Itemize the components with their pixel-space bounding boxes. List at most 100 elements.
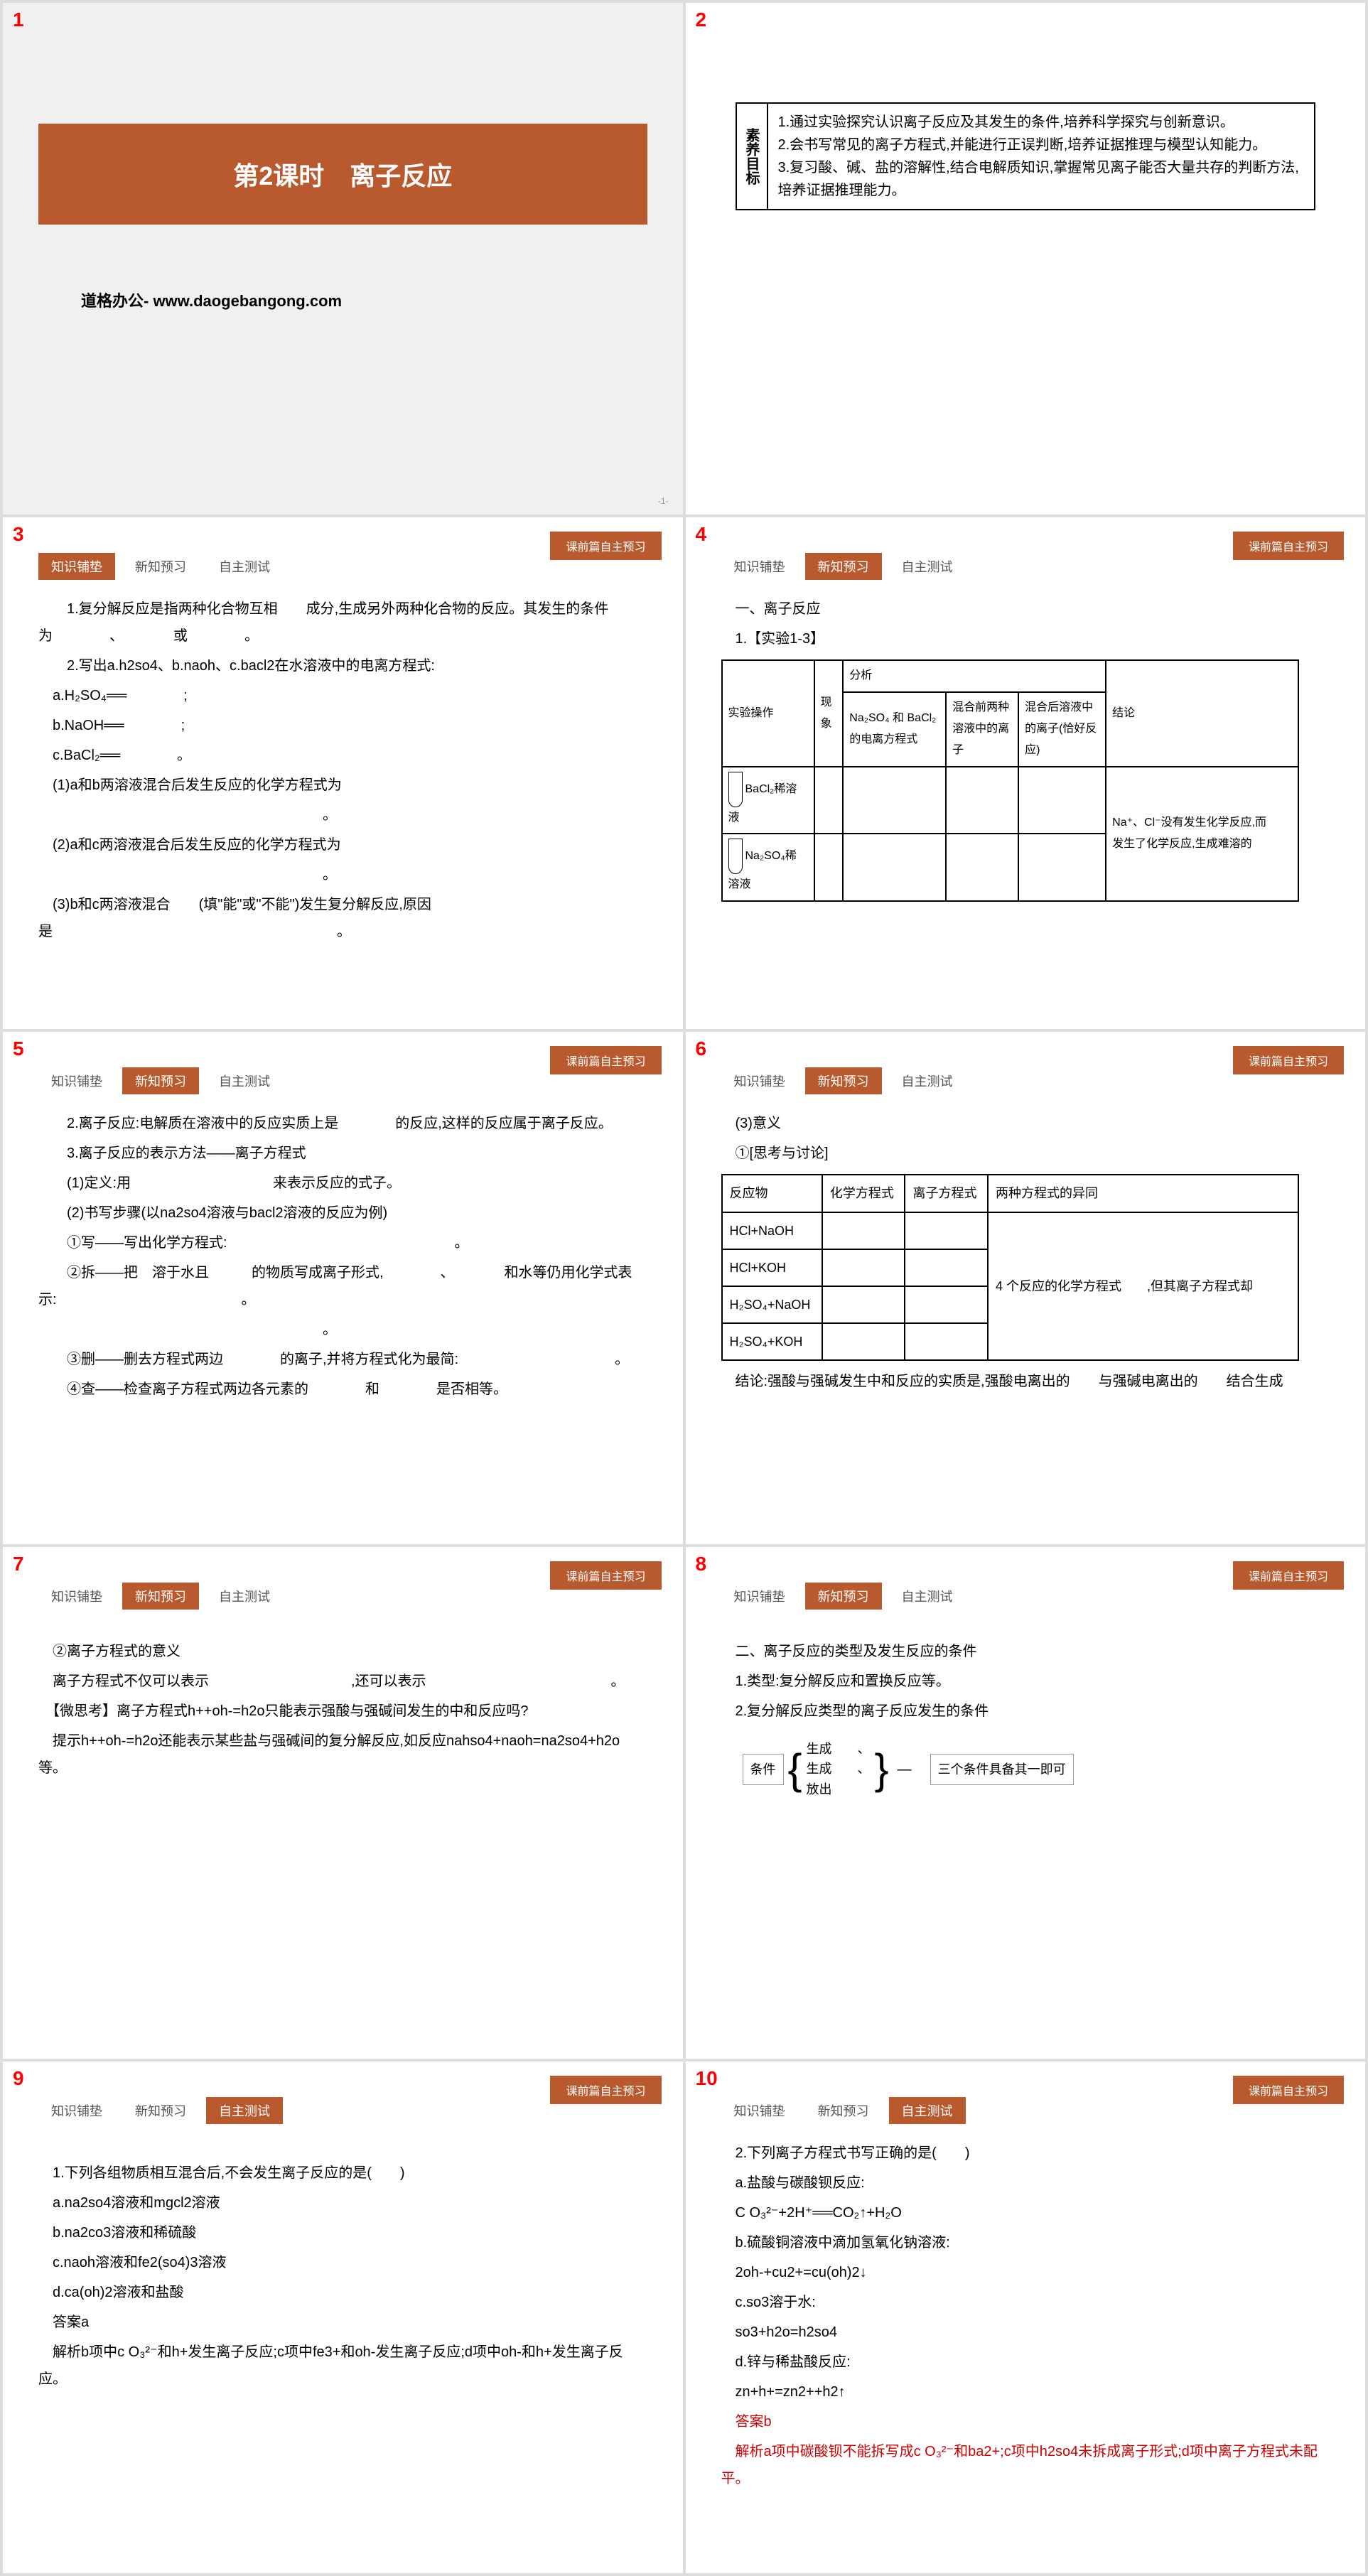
tab-selftest[interactable]: 自主测试 — [206, 2097, 283, 2124]
tab-preview[interactable]: 新知预习 — [805, 1583, 882, 1610]
section-tag: 课前篇自主预习 — [550, 532, 661, 560]
th-conclusion: 结论 — [1106, 660, 1298, 767]
tab-knowledge[interactable]: 知识铺垫 — [38, 553, 115, 580]
goal-2: 2.会书写常见的离子方程式,并能进行正误判断,培养证据推理与模型认知能力。 — [778, 134, 1305, 156]
tab-preview[interactable]: 新知预习 — [122, 2097, 199, 2124]
tab-preview[interactable]: 新知预习 — [805, 2097, 882, 2124]
slide-3: 3 课前篇自主预习 知识铺垫 新知预习 自主测试 1.复分解反应是指两种化合物互… — [3, 517, 683, 1029]
slide-number: 2 — [696, 9, 707, 31]
goal-3: 3.复习酸、碱、盐的溶解性,结合电解质知识,掌握常见离子能否大量共存的判断方法,… — [778, 156, 1305, 202]
option-c: c.so3溶于水: — [721, 2289, 1330, 2316]
row2-op: Na₂SO₄稀溶液 — [722, 834, 814, 900]
tab-knowledge[interactable]: 知识铺垫 — [721, 1583, 798, 1610]
tab-knowledge[interactable]: 知识铺垫 — [38, 1067, 115, 1094]
tab-preview[interactable]: 新知预习 — [805, 553, 882, 580]
text: 。 — [38, 1316, 647, 1343]
tab-knowledge[interactable]: 知识铺垫 — [38, 1583, 115, 1610]
cond-3: 放出 — [807, 1779, 871, 1800]
heading: ①[思考与讨论] — [721, 1140, 1330, 1167]
text: ②离子方程式的意义 — [38, 1638, 647, 1665]
option-d: d.锌与稀盐酸反应: — [721, 2349, 1330, 2376]
slide-number: 9 — [13, 2067, 24, 2090]
th: 化学方程式 — [822, 1175, 905, 1212]
explanation: 解析b项中c O₃²⁻和h+发生离子反应;c项中fe3+和oh-发生离子反应;d… — [38, 2339, 647, 2393]
option-d-eq: zn+h+=zn2++h2↑ — [721, 2378, 1330, 2405]
section-tag: 课前篇自主预习 — [1233, 2076, 1344, 2104]
answer: 答案b — [721, 2408, 1330, 2435]
tube-icon — [728, 839, 743, 874]
tab-selftest[interactable]: 自主测试 — [889, 1583, 966, 1610]
section-tag: 课前篇自主预习 — [550, 1561, 661, 1590]
lesson-title: 第2课时 离子反应 — [38, 124, 647, 225]
text: 1.类型:复分解反应和置换反应等。 — [721, 1668, 1330, 1695]
goal-1: 1.通过实验探究认识离子反应及其发生的条件,培养科学探究与创新意识。 — [778, 111, 1305, 134]
slide-8: 8 课前篇自主预习 知识铺垫 新知预习 自主测试 二、离子反应的类型及发生反应的… — [686, 1547, 1366, 2059]
tab-selftest[interactable]: 自主测试 — [206, 553, 283, 580]
th-phenomenon: 现象 — [814, 660, 844, 767]
question: 1.下列各组物质相互混合后,不会发生离子反应的是( ) — [38, 2160, 647, 2187]
tab-preview[interactable]: 新知预习 — [122, 1583, 199, 1610]
conclusion: 结论:强酸与强碱发生中和反应的实质是,强酸电离出的 与强碱电离出的 结合生成 — [721, 1368, 1330, 1395]
tab-knowledge[interactable]: 知识铺垫 — [721, 1067, 798, 1094]
conclusion-cell: Na⁺、Cl⁻没有发生化学反应,而 发生了化学反应,生成难溶的 — [1106, 767, 1298, 901]
slide-number: 4 — [696, 523, 707, 546]
tab-preview[interactable]: 新知预习 — [122, 1067, 199, 1094]
text: 3.离子反应的表示方法——离子方程式 — [38, 1140, 647, 1167]
text: ①写——写出化学方程式: 。 — [38, 1229, 647, 1256]
goals-box: 素养目标 1.通过实验探究认识离子反应及其发生的条件,培养科学探究与创新意识。 … — [736, 102, 1316, 210]
text: 1.复分解反应是指两种化合物互相 成分,生成另外两种化合物的反应。其发生的条件为… — [38, 596, 647, 650]
brace-icon: } — [875, 1761, 889, 1778]
slide-1: 1 第2课时 离子反应 道格办公- www.daogebangong.com -… — [3, 3, 683, 514]
th: 两种方程式的异同 — [988, 1175, 1298, 1212]
cond-1: 生成 、 — [807, 1739, 871, 1759]
option-a: a.盐酸与碳酸钡反应: — [721, 2170, 1330, 2197]
text: b.NaOH══ ; — [38, 712, 647, 739]
text: (1)定义:用 来表示反应的式子。 — [38, 1170, 647, 1197]
slide-number: 3 — [13, 523, 24, 546]
option-d: d.ca(oh)2溶液和盐酸 — [38, 2279, 647, 2306]
th-a1: Na₂SO₄ 和 BaCl₂ 的电离方程式 — [843, 692, 946, 767]
heading: (3)意义 — [721, 1110, 1330, 1137]
tab-selftest[interactable]: 自主测试 — [889, 1067, 966, 1094]
question: 2.下列离子方程式书写正确的是( ) — [721, 2140, 1330, 2167]
tube-icon — [728, 772, 743, 807]
text: (2)书写步骤(以na2so4溶液与bacl2溶液的反应为例) — [38, 1200, 647, 1227]
tab-preview[interactable]: 新知预习 — [122, 553, 199, 580]
slide-9: 9 课前篇自主预习 知识铺垫 新知预习 自主测试 1.下列各组物质相互混合后,不… — [3, 2062, 683, 2573]
tab-knowledge[interactable]: 知识铺垫 — [721, 2097, 798, 2124]
text: 提示h++oh-=h2o还能表示某些盐与强碱间的复分解反应,如反应nahso4+… — [38, 1728, 647, 1782]
tab-selftest[interactable]: 自主测试 — [206, 1067, 283, 1094]
text: ②拆——把 溶于水且 的物质写成离子形式, 、 和水等仍用化学式表示: 。 — [38, 1259, 647, 1313]
tab-selftest[interactable]: 自主测试 — [889, 2097, 966, 2124]
text: 2.复分解反应类型的离子反应发生的条件 — [721, 1698, 1330, 1725]
option-b: b.na2co3溶液和稀硫酸 — [38, 2219, 647, 2246]
th: 反应物 — [722, 1175, 822, 1212]
th: 离子方程式 — [905, 1175, 988, 1212]
tab-selftest[interactable]: 自主测试 — [889, 553, 966, 580]
cond-result: 三个条件具备其一即可 — [930, 1754, 1074, 1785]
slide-number: 1 — [13, 9, 24, 31]
slide-10: 10 课前篇自主预习 知识铺垫 新知预习 自主测试 2.下列离子方程式书写正确的… — [686, 2062, 1366, 2573]
cell: HCl+NaOH — [722, 1212, 822, 1249]
tab-knowledge[interactable]: 知识铺垫 — [721, 553, 798, 580]
page-number: -1- — [658, 496, 669, 506]
th-operation: 实验操作 — [722, 660, 814, 767]
option-a-eq: C O₃²⁻+2H⁺══CO₂↑+H₂O — [721, 2199, 1330, 2226]
conditions-diagram: 条件 { 生成 、 生成 、 放出 } — 三个条件具备其一即可 — [743, 1739, 1330, 1800]
slide-number: 5 — [13, 1038, 24, 1060]
th-analysis: 分析 — [843, 660, 1106, 691]
slide-number: 10 — [696, 2067, 718, 2090]
text: 。 — [38, 802, 647, 829]
cell: H₂SO₄+KOH — [722, 1323, 822, 1360]
option-b-eq: 2oh-+cu2+=cu(oh)2↓ — [721, 2259, 1330, 2286]
option-c: c.naoh溶液和fe2(so4)3溶液 — [38, 2249, 647, 2276]
tab-preview[interactable]: 新知预习 — [805, 1067, 882, 1094]
section-tag: 课前篇自主预习 — [550, 2076, 661, 2104]
text: ④查——检查离子方程式两边各元素的 和 是否相等。 — [38, 1376, 647, 1403]
answer: 答案a — [38, 2309, 647, 2336]
text: c.BaCl₂══ 。 — [38, 742, 647, 769]
text: ③删——删去方程式两边 的离子,并将方程式化为最简: 。 — [38, 1346, 647, 1373]
tab-knowledge[interactable]: 知识铺垫 — [38, 2097, 115, 2124]
row1-op: BaCl₂稀溶液 — [722, 767, 814, 834]
tab-selftest[interactable]: 自主测试 — [206, 1583, 283, 1610]
